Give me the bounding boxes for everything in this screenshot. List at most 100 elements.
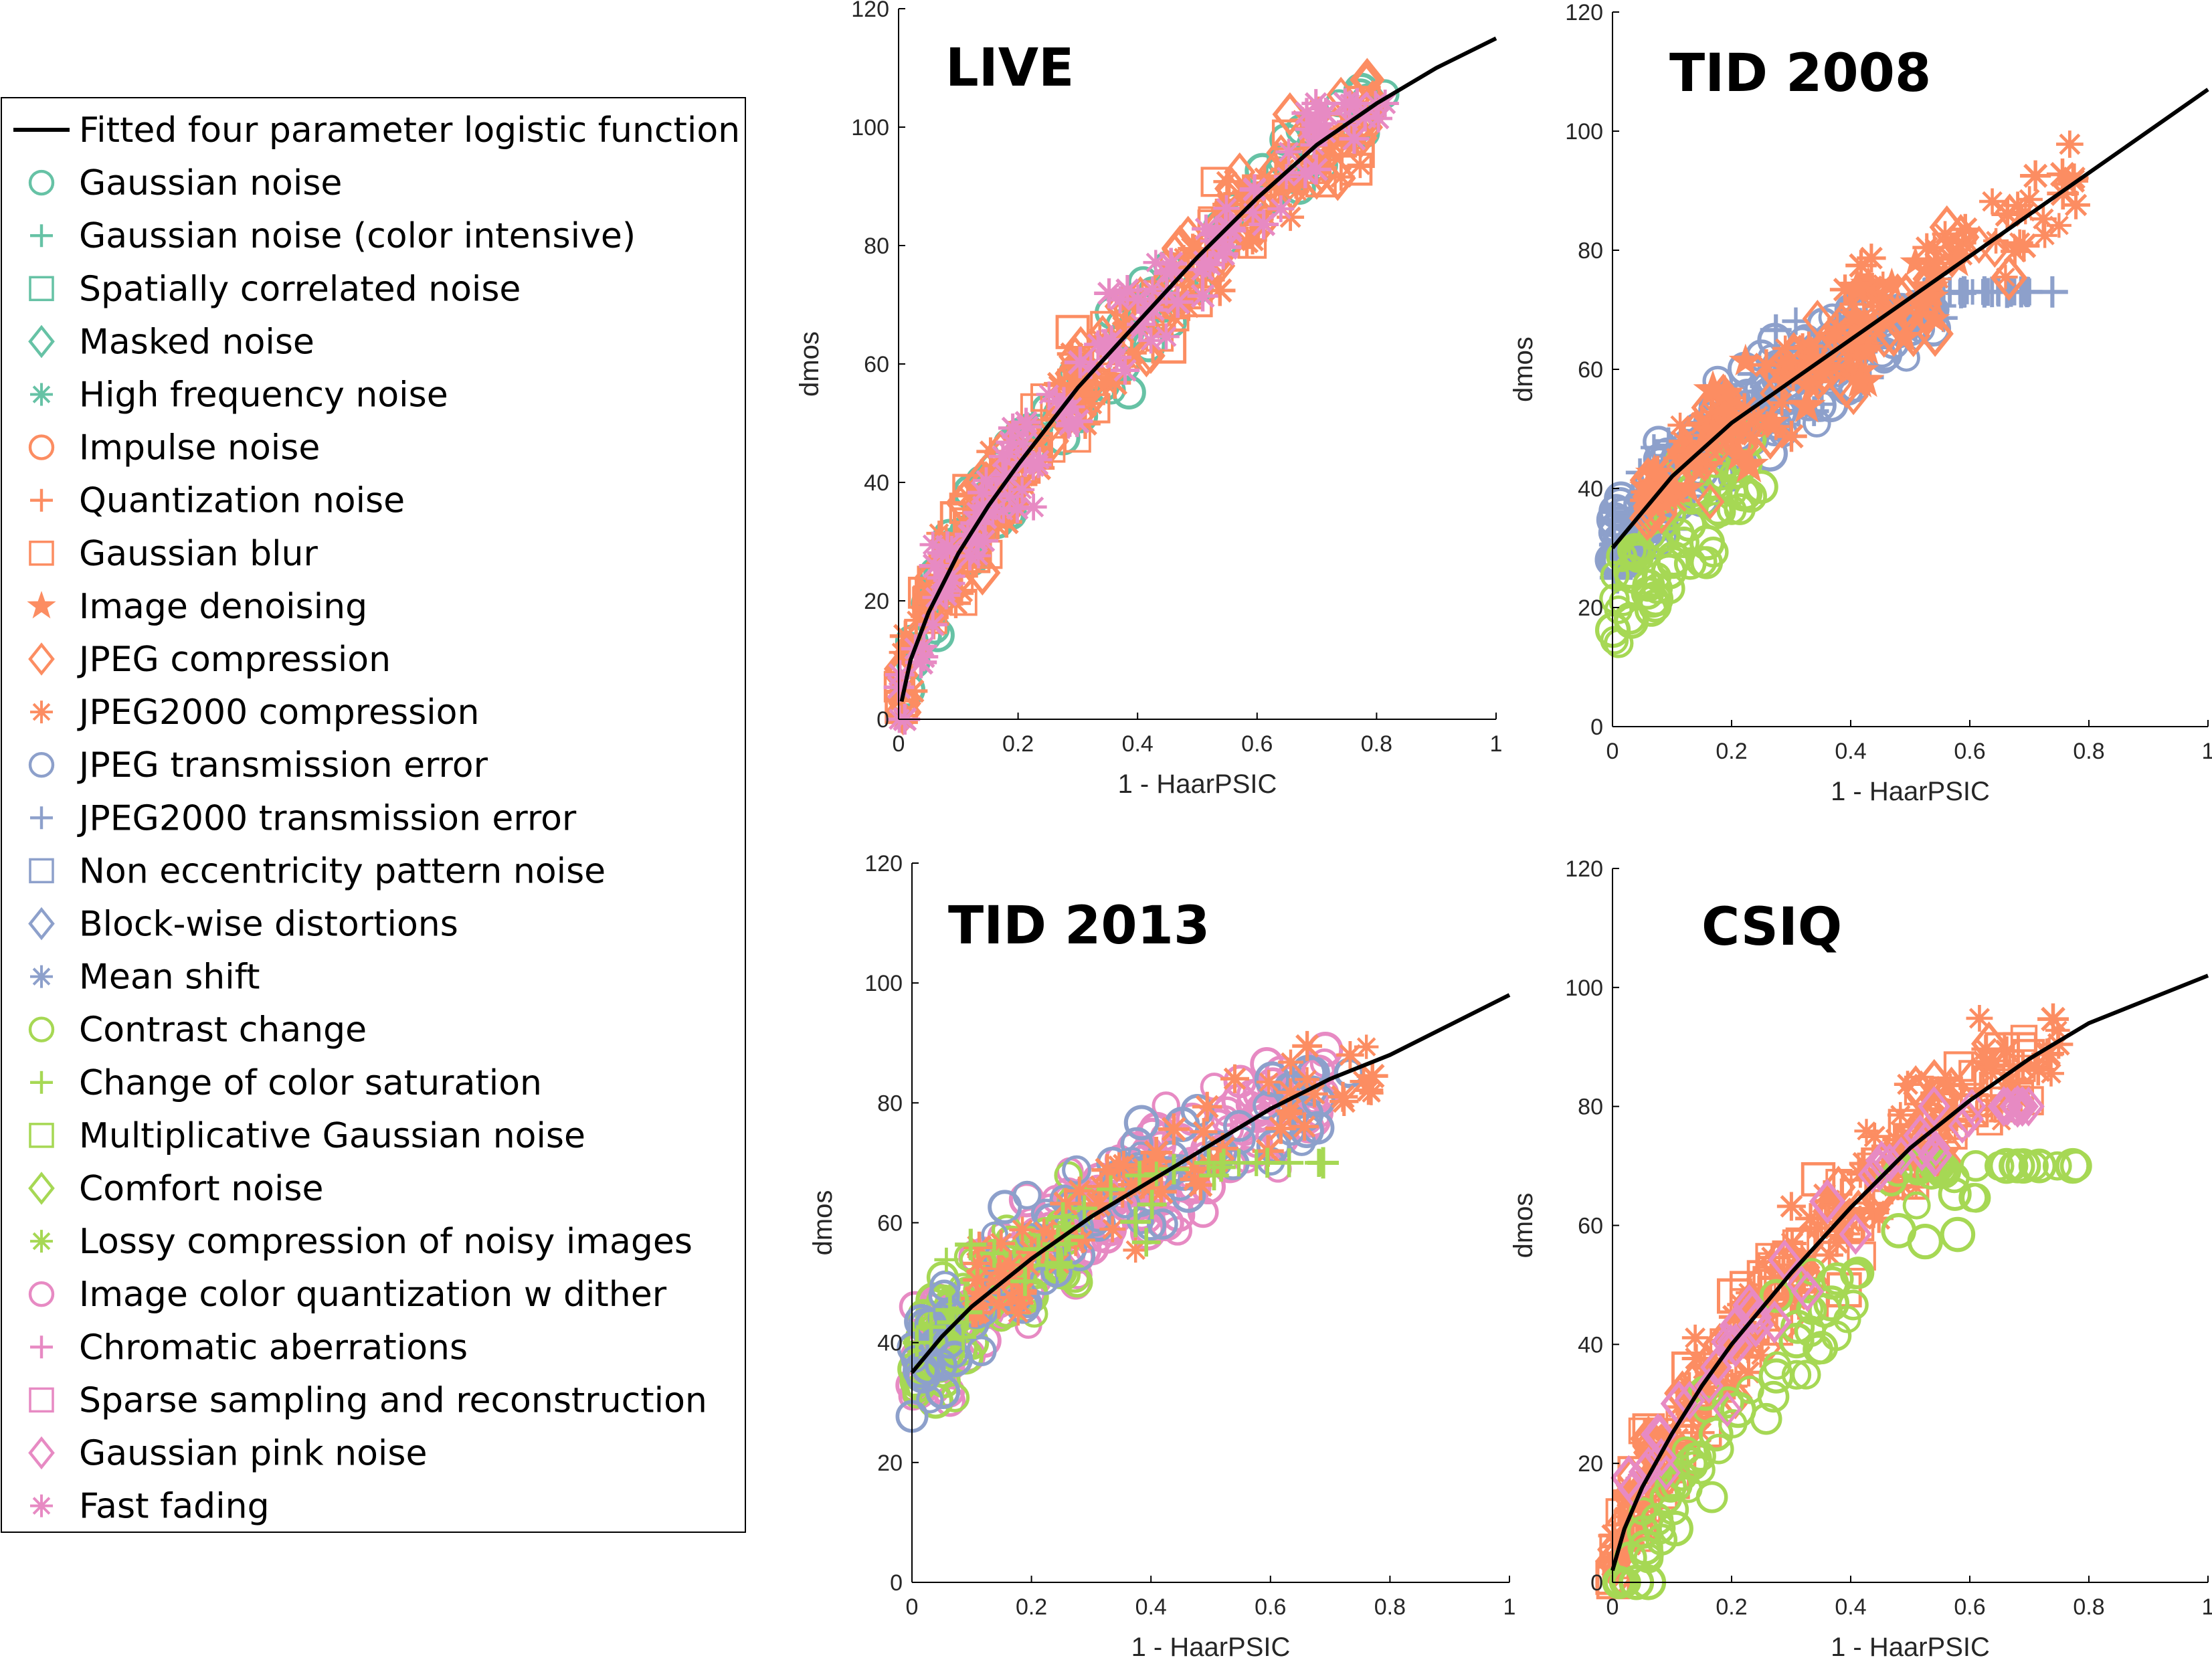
data-point: [1907, 1223, 1943, 1260]
legend-marker: [28, 434, 55, 460]
legend-marker: [27, 591, 56, 619]
legend-marker: [29, 1387, 54, 1413]
legend-label: JPEG2000 compression: [77, 692, 479, 733]
data-point: [1940, 1216, 1976, 1253]
legend-marker: [29, 276, 54, 302]
data-point: [1127, 316, 1153, 343]
x-tick-label: 0.6: [1954, 1594, 1985, 1620]
data-point: [1204, 274, 1236, 306]
legend-marker: [29, 541, 54, 566]
data-point: [1105, 1152, 1133, 1181]
x-tick-label: 0.6: [1255, 1594, 1286, 1620]
legend: Fitted four parameter logistic function G…: [1, 97, 746, 1533]
data-point: [1240, 199, 1266, 225]
data-point: [2046, 213, 2071, 238]
data-point: [2042, 1151, 2072, 1181]
legend-marker: [28, 1016, 55, 1042]
legend-marker: [30, 1335, 53, 1359]
data-point: [1002, 494, 1032, 523]
data-point: [1618, 533, 1652, 567]
data-point: [1153, 323, 1180, 350]
data-point: [969, 501, 1001, 533]
fit-curve: [910, 993, 1511, 1374]
data-point: [2007, 1051, 2039, 1083]
data-point: [1283, 173, 1309, 199]
panel-title: TID 2013: [948, 896, 1210, 956]
data-point: [1044, 368, 1075, 399]
data-point: [1291, 98, 1322, 128]
data-point: [1010, 477, 1035, 502]
legend-marker: [30, 488, 53, 512]
data-point: [1137, 1190, 1167, 1220]
x-tick-label: 0.2: [1002, 731, 1034, 757]
y-tick-label: 40: [877, 1331, 903, 1356]
data-point: [2010, 1024, 2038, 1052]
data-point: [1809, 329, 1843, 371]
data-point: [1790, 1271, 1825, 1312]
y-tick-label: 60: [1578, 357, 1603, 383]
data-point: [1267, 195, 1295, 223]
legend-label: Fast fading: [79, 1487, 270, 1527]
data-point: [1839, 290, 1866, 318]
x-tick-label: 0: [893, 731, 905, 757]
chart-panel-4: 0 0.2 0.4 0.6 0.8 1 0 20 40 60 80 100 120 1 - HaarPSI…: [1509, 856, 2212, 1662]
data-point: [916, 1311, 947, 1342]
data-point: [1938, 1073, 1963, 1098]
data-point: [1905, 296, 1938, 329]
data-point: [1958, 1182, 1989, 1213]
data-point: [1669, 428, 1695, 455]
x-tick-label: 0.6: [1954, 739, 1985, 764]
data-point: [1758, 1358, 1794, 1394]
data-point: [1215, 213, 1246, 244]
data-point: [1776, 420, 1807, 452]
data-point: [1652, 1455, 1681, 1491]
data-point: [910, 633, 937, 660]
data-point: [1724, 493, 1756, 525]
x-tick-label: 1: [1490, 731, 1503, 757]
data-point: [1278, 1049, 1303, 1075]
legend-label: Multiplicative Gaussian noise: [79, 1116, 585, 1156]
data-point: [1011, 448, 1040, 477]
data-point: [1084, 330, 1112, 359]
data-point: [1196, 250, 1224, 279]
legend-label: Non eccentricity pattern noise: [79, 851, 606, 891]
data-point: [1014, 1251, 1043, 1280]
legend-marker: [29, 1123, 54, 1148]
data-point: [1636, 583, 1670, 618]
data-point: [1213, 195, 1240, 221]
data-point: [1237, 229, 1267, 259]
data-point: [1201, 219, 1232, 250]
legend-marker: [28, 1172, 55, 1205]
data-point: [1006, 1289, 1034, 1317]
x-tick-label: 0.4: [1835, 739, 1866, 764]
data-point: [1031, 1218, 1057, 1244]
data-point: [1056, 409, 1084, 437]
data-point: [1070, 408, 1101, 440]
data-point: [918, 610, 947, 640]
data-point: [1934, 1067, 1969, 1110]
data-point: [1642, 562, 1672, 591]
data-point: [1987, 1051, 2017, 1088]
x-tick-label: 0.2: [1716, 739, 1747, 764]
data-point: [1712, 392, 1748, 437]
data-point: [1142, 1147, 1172, 1176]
data-point: [1110, 355, 1140, 385]
data-point: [1629, 467, 1669, 505]
data-point: [1108, 1180, 1137, 1208]
data-point: [1356, 1060, 1388, 1092]
data-point: [1718, 1323, 1754, 1368]
data-point: [1099, 367, 1131, 399]
data-point: [1033, 1251, 1061, 1279]
legend-label: JPEG compression: [77, 640, 391, 680]
data-point: [1108, 318, 1138, 348]
data-point: [969, 492, 995, 519]
data-point: [1078, 353, 1104, 379]
data-point: [1055, 314, 1090, 349]
x-tick-label: 0.8: [1361, 731, 1392, 757]
data-point: [1851, 332, 1885, 365]
data-point: [1887, 1102, 1914, 1128]
data-point: [1631, 576, 1665, 610]
legend-marker: [28, 907, 55, 941]
data-point: [978, 468, 1010, 501]
data-point: [1734, 1358, 1763, 1387]
